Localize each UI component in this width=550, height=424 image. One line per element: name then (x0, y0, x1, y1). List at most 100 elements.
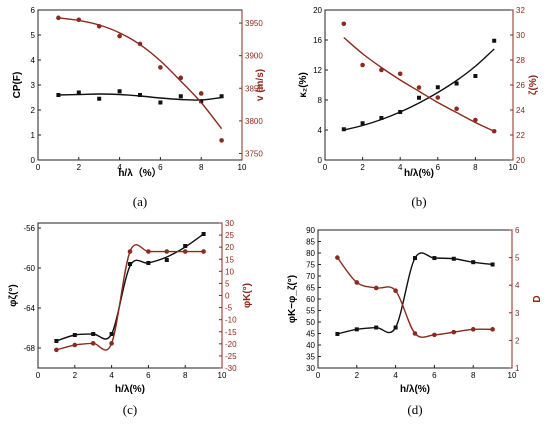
x-tick-label: 4 (117, 163, 122, 172)
left-tick-label: 3 (31, 81, 36, 90)
right-tick-label: 4 (515, 281, 520, 290)
right-tick-label: 3750 (245, 149, 263, 158)
x-axis-label: h/λ（%） (118, 166, 161, 179)
right-axis-label: ζ(%) (528, 75, 539, 95)
data-point (393, 325, 398, 330)
left-tick-label: 30 (306, 364, 315, 373)
data-point (491, 128, 497, 134)
data-point (335, 331, 340, 336)
series-line-1 (337, 252, 493, 335)
x-tick-label: 2 (77, 163, 82, 172)
left-tick-label: -56 (23, 224, 35, 233)
data-point (393, 288, 398, 294)
data-point (379, 67, 384, 73)
data-point (341, 127, 346, 132)
plot-frame (324, 9, 514, 161)
left-tick-label: 35 (306, 353, 315, 362)
data-point (432, 256, 437, 261)
panel-label: (b) (411, 194, 426, 209)
data-point (158, 65, 163, 70)
plot-frame (37, 222, 223, 369)
data-point (435, 95, 441, 100)
data-point (451, 329, 457, 335)
data-point (97, 96, 102, 101)
left-tick-label: 2 (31, 106, 36, 115)
data-point (492, 38, 497, 43)
data-point (360, 121, 365, 126)
data-point (432, 332, 437, 338)
right-tick-label: 20 (225, 243, 234, 252)
right-tick-label: 25 (225, 231, 234, 240)
data-point (164, 258, 169, 262)
left-tick-label: 20 (313, 6, 322, 15)
data-point (109, 341, 114, 346)
right-tick-label: 5 (515, 254, 520, 263)
data-point (471, 260, 476, 265)
panel-label: (a) (133, 194, 147, 209)
data-point (164, 249, 170, 254)
data-point (416, 85, 422, 90)
x-tick-label: 10 (218, 371, 227, 380)
x-tick-label: 4 (398, 163, 403, 172)
data-point (373, 285, 379, 291)
data-point (76, 90, 81, 95)
data-point (201, 249, 206, 254)
left-tick-label: -60 (23, 264, 35, 273)
data-point (341, 21, 347, 27)
x-tick-label: 4 (109, 371, 114, 380)
x-tick-label: 8 (183, 371, 188, 380)
data-point (354, 327, 359, 332)
right-axis-label: φK(°) (242, 283, 253, 308)
data-point (54, 339, 59, 343)
right-tick-label: -15 (225, 328, 237, 337)
data-point (360, 62, 365, 68)
data-point (473, 117, 478, 123)
x-tick-label: 6 (432, 371, 437, 380)
data-point (470, 327, 476, 332)
data-point (454, 81, 459, 86)
left-tick-label: 60 (306, 295, 315, 304)
data-point (54, 347, 59, 353)
data-point (354, 280, 360, 285)
x-tick-label: 2 (355, 371, 360, 380)
x-tick-label: 10 (508, 371, 517, 380)
right-axis-label: D (532, 295, 543, 302)
data-point (72, 333, 77, 337)
x-tick-label: 0 (36, 163, 41, 172)
data-point (397, 71, 403, 77)
x-axis-label: h/λ(%) (404, 168, 434, 179)
left-tick-label: 75 (306, 261, 315, 270)
left-tick-label: 45 (306, 330, 315, 339)
chart-panel-4: 0 2 4 6 8 1030354045505560657075808590123456φ… (287, 226, 543, 417)
right-tick-label: 3850 (245, 84, 263, 93)
data-point (379, 116, 384, 120)
x-tick-label: 4 (393, 371, 398, 380)
plot-frame (37, 9, 243, 161)
data-point (96, 24, 102, 29)
data-point (435, 85, 440, 90)
data-point (398, 110, 403, 114)
panel-label: (d) (407, 402, 422, 417)
left-axis-label: κ₂(%) (298, 72, 309, 98)
right-tick-label: -5 (225, 304, 233, 313)
x-axis-label: h/λ(%) (400, 384, 430, 395)
left-tick-label: 4 (318, 126, 323, 135)
x-tick-label: 6 (436, 163, 441, 172)
data-point (182, 249, 188, 254)
series-line-1 (343, 48, 495, 131)
right-tick-label: 5 (225, 279, 230, 288)
x-tick-label: 0 (36, 371, 41, 380)
plot-frame (317, 229, 513, 369)
left-tick-label: -68 (23, 344, 35, 353)
right-tick-label: 10 (225, 267, 234, 276)
data-point (56, 15, 61, 21)
data-point (417, 95, 421, 100)
left-axis-label: φK−φ_ζ(°) (287, 275, 298, 323)
x-tick-label: 0 (323, 163, 328, 172)
x-tick-label: 8 (471, 371, 476, 380)
left-tick-label: 1 (31, 131, 36, 140)
left-tick-label: -64 (23, 304, 35, 313)
data-point (109, 332, 114, 336)
left-tick-label: 40 (306, 341, 315, 350)
